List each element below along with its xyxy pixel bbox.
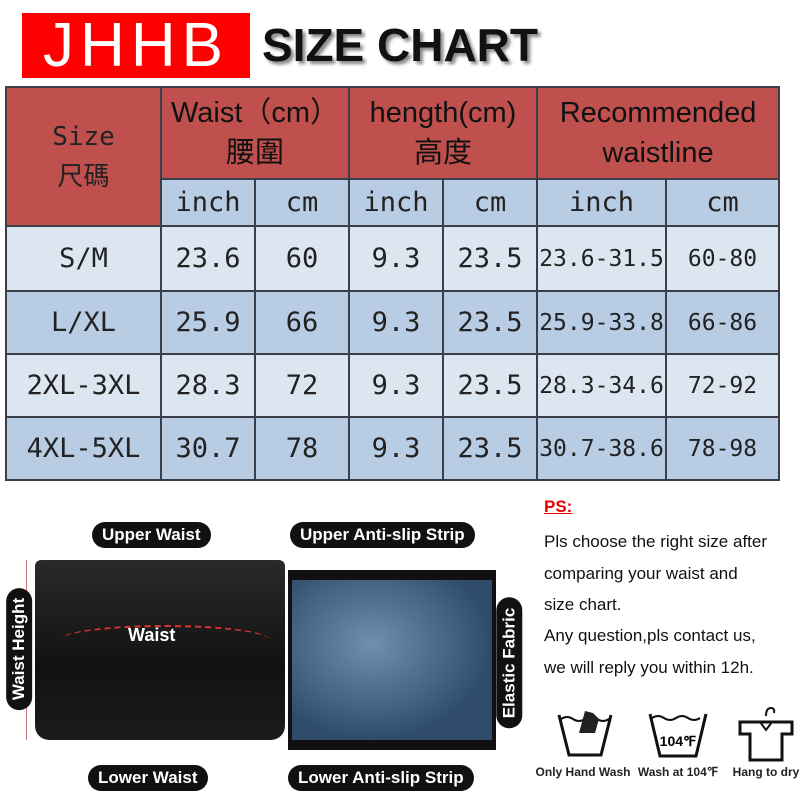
table-cell: 25.9-33.8	[536, 290, 668, 355]
care-label: Wash at 104℉	[637, 765, 719, 779]
table-cell: 72	[254, 353, 350, 418]
unit-header: cm	[665, 178, 781, 227]
unit-header: cm	[441, 178, 539, 227]
table-cell: 30.7-38.6	[536, 416, 668, 481]
ps-label: PS:	[544, 497, 573, 516]
table-row: 2XL-3XL 28.3 72 9.3 23.5 28.3-34.6 72-92	[5, 353, 781, 418]
size-table: Size 尺碼 Waist（cm） 腰圍 hength(cm) 高度 Recommen…	[5, 86, 781, 481]
table-row: S/M 23.6 60 9.3 23.5 23.6-31.5 60-80	[5, 225, 781, 292]
waist-trainer-inside-image	[288, 570, 496, 750]
table-cell: 72-92	[665, 353, 781, 418]
table-cell: 9.3	[348, 290, 444, 355]
waist-line	[60, 625, 270, 655]
note-line: Pls choose the right size after	[544, 532, 768, 551]
table-cell: 60	[254, 225, 350, 292]
svg-text:104℉: 104℉	[660, 733, 697, 749]
unit-header: inch	[536, 178, 668, 227]
recommended-header: Recommended waistline	[536, 86, 781, 180]
table-cell: 23.6-31.5	[536, 225, 668, 292]
table-cell: 23.5	[441, 225, 539, 292]
hang-dry-icon	[738, 706, 794, 762]
size-cell: 2XL-3XL	[5, 353, 162, 418]
size-cell: 4XL-5XL	[5, 416, 162, 481]
page-title: SIZE CHART	[262, 19, 538, 71]
table-cell: 23.5	[441, 353, 539, 418]
upper-waist-label: Upper Waist	[92, 522, 211, 548]
note-line: comparing your waist and	[544, 564, 738, 583]
size-cell: L/XL	[5, 290, 162, 355]
waist-header: Waist（cm） 腰圍	[160, 86, 350, 180]
waist-label: Waist	[128, 625, 176, 645]
table-cell: 23.5	[441, 290, 539, 355]
upper-strip-label: Upper Anti-slip Strip	[290, 522, 475, 548]
table-cell: 9.3	[348, 353, 444, 418]
care-label: Hang to dry	[732, 765, 800, 779]
table-cell: 78-98	[665, 416, 781, 481]
lower-waist-label: Lower Waist	[88, 765, 208, 791]
size-header: Size 尺碼	[5, 86, 162, 227]
wash-104f-icon: 104℉	[648, 713, 708, 758]
height-header: hength(cm) 高度	[347, 86, 539, 180]
care-label: Only Hand Wash	[535, 765, 631, 779]
table-cell: 9.3	[348, 416, 444, 481]
note-line: Any question,pls contact us,	[544, 626, 756, 645]
table-cell: 78	[254, 416, 350, 481]
hand-wash-icon	[557, 711, 613, 757]
table-cell: 28.3	[160, 353, 256, 418]
table-row: 4XL-5XL 30.7 78 9.3 23.5 30.7-38.6 78-98	[5, 416, 781, 481]
waist-height-label: Waist Height	[6, 587, 33, 711]
table-cell: 23.6	[160, 225, 256, 292]
note-line: size chart.	[544, 595, 622, 614]
table-cell: 66-86	[665, 290, 781, 355]
note-line: we will reply you within 12h.	[544, 658, 754, 677]
table-cell: 28.3-34.6	[536, 353, 668, 418]
size-cell: S/M	[5, 225, 162, 292]
elastic-fabric-label: Elastic Fabric	[496, 597, 523, 729]
table-cell: 25.9	[160, 290, 256, 355]
unit-header: inch	[160, 178, 256, 227]
table-cell: 66	[254, 290, 350, 355]
unit-header: inch	[348, 178, 444, 227]
table-row: L/XL 25.9 66 9.3 23.5 25.9-33.8 66-86	[5, 290, 781, 355]
table-cell: 30.7	[160, 416, 256, 481]
lower-strip-label: Lower Anti-slip Strip	[288, 765, 474, 791]
brand-logo: JHHB	[22, 13, 250, 79]
table-cell: 23.5	[441, 416, 539, 481]
table-cell: 60-80	[665, 225, 781, 292]
unit-header: cm	[254, 178, 350, 227]
table-cell: 9.3	[348, 225, 444, 292]
